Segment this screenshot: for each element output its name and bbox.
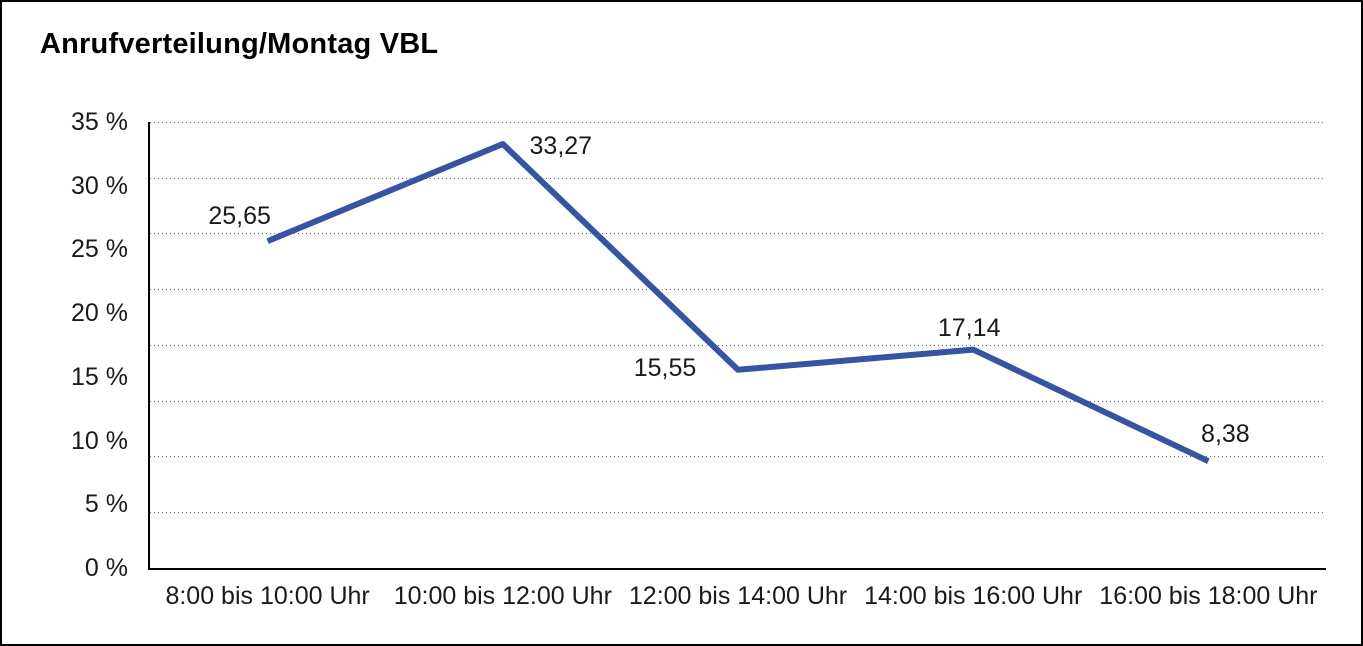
data-label: 15,55 xyxy=(633,353,697,382)
data-label: 33,27 xyxy=(529,132,593,161)
y-tick-label: 10 % xyxy=(71,427,128,455)
y-tick-label: 0 % xyxy=(84,554,128,582)
x-tick-label: 12:00 bis 14:00 Uhr xyxy=(628,582,848,610)
gridline xyxy=(150,122,1326,123)
series-line xyxy=(266,141,1210,464)
y-tick-label: 35 % xyxy=(71,108,128,136)
x-tick-label: 16:00 bis 18:00 Uhr xyxy=(1099,582,1318,610)
gridline xyxy=(150,178,1326,179)
line-series xyxy=(266,141,1210,464)
gridline xyxy=(150,289,1326,290)
gridline xyxy=(150,512,1326,513)
x-tick-label: 14:00 bis 16:00 Uhr xyxy=(864,582,1083,610)
chart-title: Anrufverteilung/Montag VBL xyxy=(40,28,439,60)
y-tick-label: 15 % xyxy=(71,363,128,391)
data-label: 8,38 xyxy=(1201,420,1250,449)
gridline xyxy=(150,401,1326,402)
y-tick-label: 25 % xyxy=(71,235,128,263)
y-tick-label: 30 % xyxy=(71,172,128,200)
gridline xyxy=(150,456,1326,457)
y-tick-label: 20 % xyxy=(71,299,128,327)
x-tick-label: 8:00 bis 10:00 Uhr xyxy=(165,582,370,610)
gridline xyxy=(150,233,1326,234)
y-tick-label: 5 % xyxy=(84,490,128,518)
plot-area: 35 % 30 % 25 % 20 % 15 % 10 % 5 % 0 % 25… xyxy=(71,108,1326,610)
x-tick-label: 10:00 bis 12:00 Uhr xyxy=(393,582,612,610)
data-label: 17,14 xyxy=(937,313,1001,342)
data-label: 25,65 xyxy=(208,202,271,231)
gridline xyxy=(150,345,1326,346)
